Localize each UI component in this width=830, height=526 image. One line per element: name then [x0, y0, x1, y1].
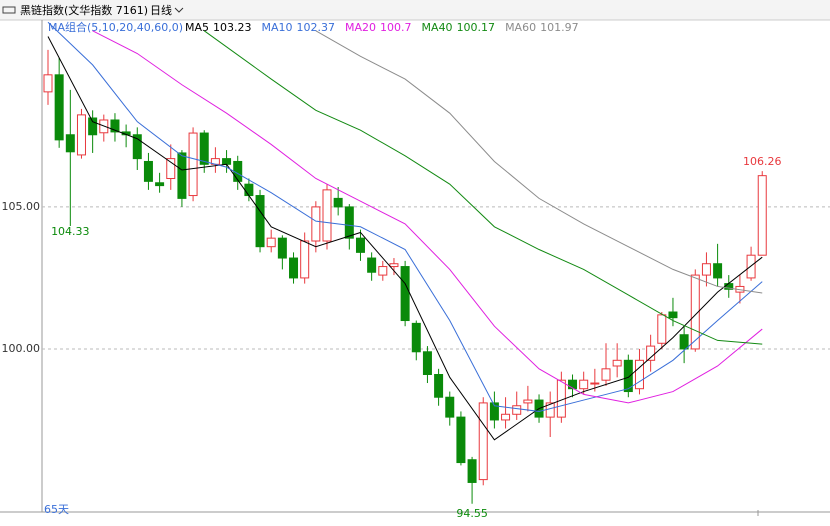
candle-body [634, 359, 644, 390]
candle-body [512, 405, 522, 415]
candle-body [501, 413, 511, 421]
toolbar [0, 0, 830, 20]
low-annotation: 94.55 [456, 507, 488, 520]
legend-value: 103.23 [213, 21, 252, 34]
candle-body [266, 237, 276, 248]
candle-body [143, 160, 153, 182]
candle-body [646, 345, 656, 361]
candle-body [367, 257, 377, 273]
candle-body [132, 134, 142, 160]
legend-value: 100.7 [380, 21, 412, 34]
legend-name: MA60 [505, 21, 536, 34]
candle-body [277, 237, 287, 259]
high-annotation: 106.26 [743, 155, 782, 168]
y-tick-label: 100.00 [2, 342, 41, 355]
candle-body [679, 334, 689, 350]
candle-body [300, 240, 310, 279]
legend-name: MA20 [345, 21, 376, 34]
candle-body [523, 399, 533, 404]
candle-body [244, 183, 254, 197]
candle-body [76, 114, 86, 156]
days-label: 65天 [44, 503, 69, 516]
icon[interactable] [2, 6, 16, 14]
y-tick-label: 105.00 [2, 200, 41, 213]
candle-body [612, 359, 622, 367]
candle-body [166, 158, 176, 180]
candle-body [422, 351, 432, 376]
plot: 106.26 104.33 94.55 [43, 21, 782, 520]
candle-body [199, 132, 209, 165]
candle-body [411, 322, 421, 353]
candle-body [657, 314, 667, 344]
candle-body [590, 382, 600, 385]
legend-name: MA40 [422, 21, 453, 34]
candle-body [255, 195, 265, 248]
legend-name: MA5 [185, 21, 209, 34]
candle-body [701, 263, 711, 276]
candle-body [623, 359, 633, 393]
ma-line [92, 30, 763, 404]
candle-body [43, 74, 53, 93]
legend-name: MA10 [262, 21, 293, 34]
legend-value: 100.17 [457, 21, 496, 34]
candle-body [400, 266, 410, 322]
candle-body [188, 132, 198, 197]
ma-line [47, 21, 763, 412]
candle-body [478, 402, 488, 481]
candle-body [355, 237, 365, 253]
candle-body [668, 311, 678, 319]
candle-body [311, 206, 321, 242]
candle-body [467, 459, 477, 483]
candle-body [445, 396, 455, 418]
candle-body [54, 74, 64, 141]
candle-body [344, 206, 354, 239]
candle-body [110, 119, 120, 133]
candle-body [713, 263, 723, 279]
instrument: 黑链指数(文华指数 7161) [20, 3, 148, 17]
candle-body [690, 274, 700, 350]
candle-body [88, 117, 98, 136]
ma-line [203, 30, 763, 345]
ma-group: MA组合(5,10,20,40,60,0) [48, 20, 183, 34]
candle-body [378, 266, 388, 276]
candle-body [746, 254, 756, 279]
candle-body [333, 197, 343, 208]
ma-line [315, 30, 763, 294]
candle-body [65, 134, 75, 153]
candle-body [155, 182, 165, 187]
candle-body [757, 175, 767, 256]
candle-body [222, 158, 232, 165]
low-annotation: 104.33 [51, 225, 90, 238]
candle-body [289, 257, 299, 279]
candle-body [568, 379, 578, 390]
candle-body [177, 152, 187, 199]
candle-body [601, 368, 611, 381]
candle-body [489, 402, 499, 421]
candle-body [579, 379, 589, 390]
candle-body [434, 374, 444, 398]
candle-body [456, 416, 466, 464]
legend-value: 102.37 [297, 21, 336, 34]
ma-line [47, 36, 763, 441]
candle-body [389, 263, 399, 268]
candle-body [322, 189, 332, 242]
legend-value: 101.97 [540, 21, 579, 34]
dropdown[interactable] [174, 7, 184, 13]
period[interactable]: 日线 [150, 3, 172, 17]
